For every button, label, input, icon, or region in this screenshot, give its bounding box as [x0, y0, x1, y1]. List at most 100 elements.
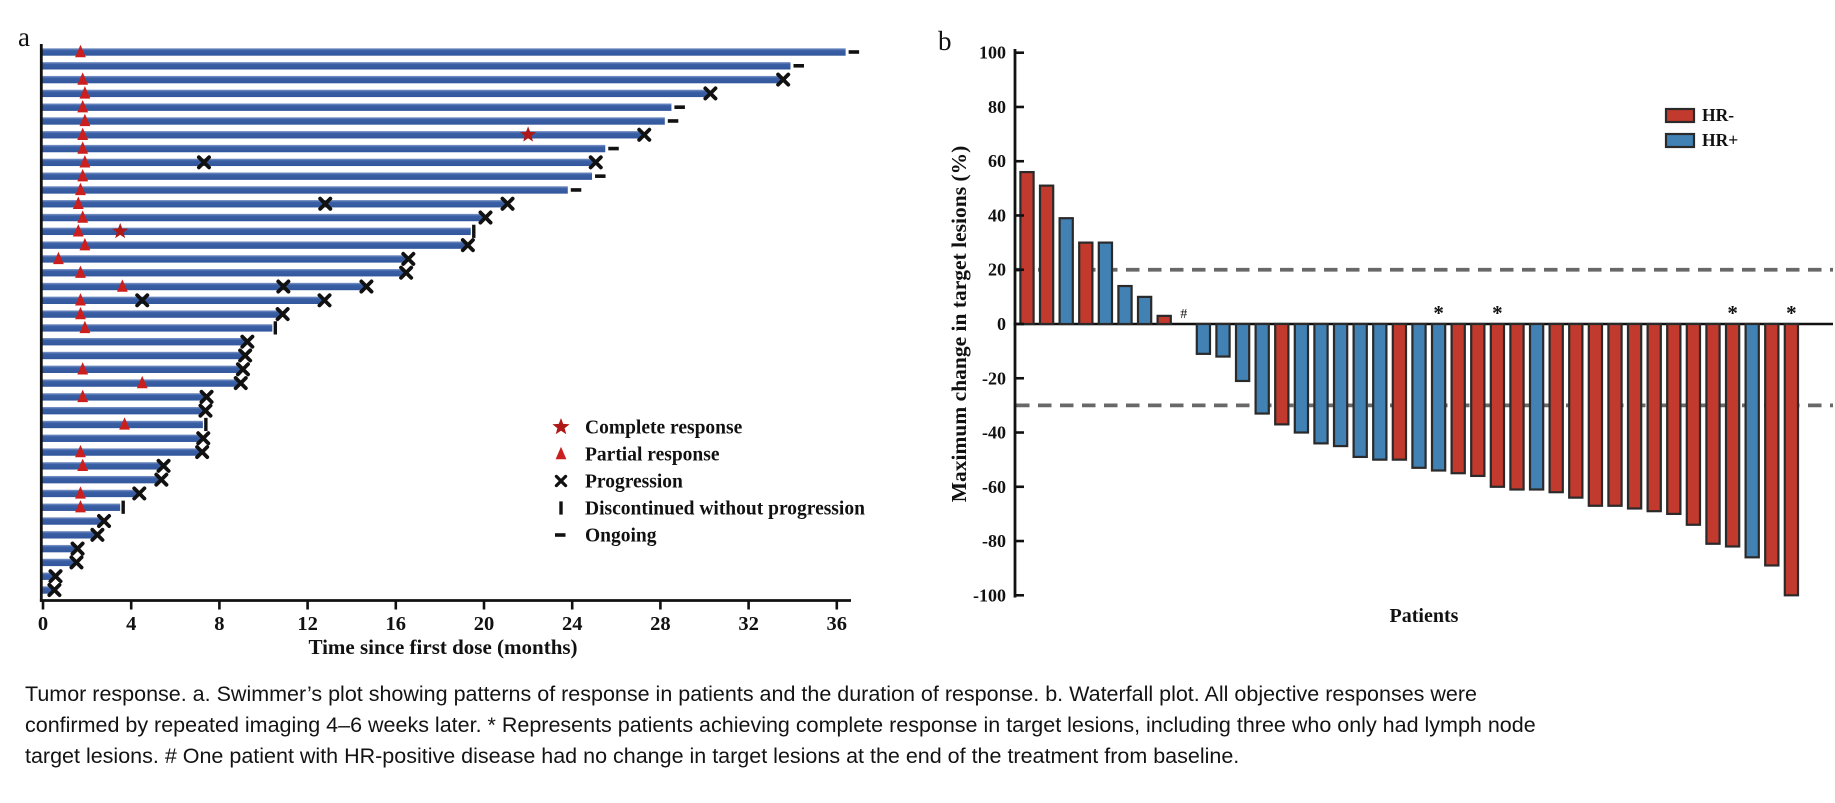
progression-x-icon [776, 72, 791, 87]
progression-x-icon [154, 472, 169, 487]
partial-response-triangle-icon [53, 251, 64, 265]
swimmer-row [41, 541, 85, 556]
waterfall-patient [1548, 322, 1564, 494]
waterfall-patient [1685, 322, 1702, 526]
swimmer-bar [41, 586, 53, 594]
b-y-tick-label: -60 [982, 477, 1006, 497]
waterfall-bar [1764, 322, 1780, 567]
a-x-tick-label: 16 [386, 613, 407, 635]
swimmer-row [41, 403, 213, 418]
progression-x-icon [69, 555, 84, 570]
swimmer-row [41, 472, 169, 487]
progression-x-icon [233, 376, 248, 391]
swimmer-row [41, 389, 214, 404]
swimmer-row [41, 514, 112, 529]
partial-response-triangle-icon [119, 417, 130, 430]
swimmer-plot: a 0 4 8 12 16 20 24 28 32 36 Time since first dose … [18, 22, 865, 659]
progression-x-icon [195, 445, 210, 460]
swimmer-bar [41, 213, 485, 222]
swimmer-row [41, 155, 603, 170]
partial-response-triangle-icon [72, 196, 84, 209]
waterfall-bar [1587, 322, 1604, 507]
partial-response-triangle-icon [77, 72, 89, 85]
a-x-axis-title: Time since first dose (months) [308, 635, 577, 659]
legend-item-label: Progression [585, 472, 683, 493]
b-y-tick-label: -40 [982, 423, 1006, 443]
waterfall-patient: * [1724, 301, 1741, 548]
swimmer-bar [41, 462, 163, 470]
partial-response-triangle-icon [75, 500, 86, 513]
progression-x-icon [554, 474, 568, 488]
complete-response-star-icon [552, 418, 570, 435]
progression-x-icon [588, 155, 603, 170]
waterfall-bar [1724, 322, 1741, 548]
waterfall-bar [1705, 322, 1721, 545]
waterfall-patient [1372, 322, 1388, 461]
progression-x-icon [235, 362, 250, 377]
waterfall-bar [1195, 322, 1212, 355]
swimmer-bar [41, 475, 160, 484]
swimmer-row [41, 196, 515, 211]
waterfall-bar [1352, 322, 1368, 459]
waterfall-bar [1430, 322, 1447, 472]
waterfall-patient: * [1783, 301, 1800, 597]
progression-x-icon [637, 127, 652, 142]
swimmer-row [41, 375, 248, 391]
swimmer-bar [41, 131, 643, 139]
a-x-tick-label: 36 [827, 613, 848, 635]
progression-x-icon [90, 527, 105, 542]
swimmer-bar [41, 365, 242, 373]
b-x-axis-title: Patients [1390, 605, 1459, 627]
waterfall-patient [1607, 322, 1623, 507]
legend-swatch [1664, 132, 1696, 149]
a-x-tick-label: 8 [214, 613, 224, 635]
progression-x-icon [399, 265, 414, 280]
swimmer-bar [41, 310, 282, 318]
partial-response-triangle-icon [79, 320, 91, 334]
legend-item: Ongoing [555, 526, 657, 547]
progression-x-icon [318, 196, 333, 211]
progression-x-icon [70, 541, 85, 556]
swimmer-bar [41, 351, 244, 360]
b-y-axis-title: Maximum change in target lesions (%) [947, 146, 971, 503]
swimmer-bar [41, 241, 467, 249]
progression-x-icon [359, 279, 374, 294]
figure-caption: Tumor response. a. Swimmer’s plot showin… [25, 682, 1536, 768]
waterfall-patient [1391, 322, 1408, 461]
b-y-tick-label: 100 [979, 43, 1006, 63]
tumor-response-figure: a 0 4 8 12 16 20 24 28 32 36 Time since first dose … [18, 22, 1833, 659]
progression-x-icon [478, 210, 493, 225]
swimmer-row [41, 222, 476, 239]
swimmer-bar [41, 337, 246, 346]
waterfall-patient [1744, 322, 1760, 559]
swimmer-bar [41, 406, 204, 415]
swimmer-row [41, 251, 416, 266]
legend-item: HR+ [1664, 130, 1738, 150]
waterfall-bar [1666, 322, 1682, 516]
b-y-tick-label: 80 [988, 97, 1006, 117]
waterfall-patient [1587, 322, 1604, 507]
partial-response-triangle-icon [77, 168, 89, 182]
waterfall-patient [1195, 322, 1212, 355]
b-y-tick-label: -80 [982, 531, 1006, 551]
waterfall-patient [1528, 322, 1545, 491]
progression-x-icon [196, 155, 211, 170]
waterfall-bar [1136, 295, 1153, 326]
progression-x-icon [196, 431, 211, 446]
progression-x-icon [47, 583, 62, 598]
swimmer-row [41, 72, 791, 87]
b-y-tick-label: -100 [973, 585, 1006, 605]
swimmer-bar [41, 186, 568, 194]
legend-item: HR- [1664, 105, 1734, 125]
waterfall-bar [1234, 322, 1251, 383]
progression-x-icon [317, 293, 332, 308]
waterfall-patient [1293, 322, 1310, 434]
swimmer-bar [41, 434, 202, 442]
waterfall-bar [1626, 322, 1643, 510]
waterfall-patient [1254, 322, 1270, 415]
swimmer-bar [41, 158, 595, 167]
swimmer-bar [41, 517, 103, 525]
waterfall-patient: * [1489, 301, 1506, 488]
waterfall-patient [1215, 322, 1231, 358]
swimmer-row [41, 293, 332, 308]
